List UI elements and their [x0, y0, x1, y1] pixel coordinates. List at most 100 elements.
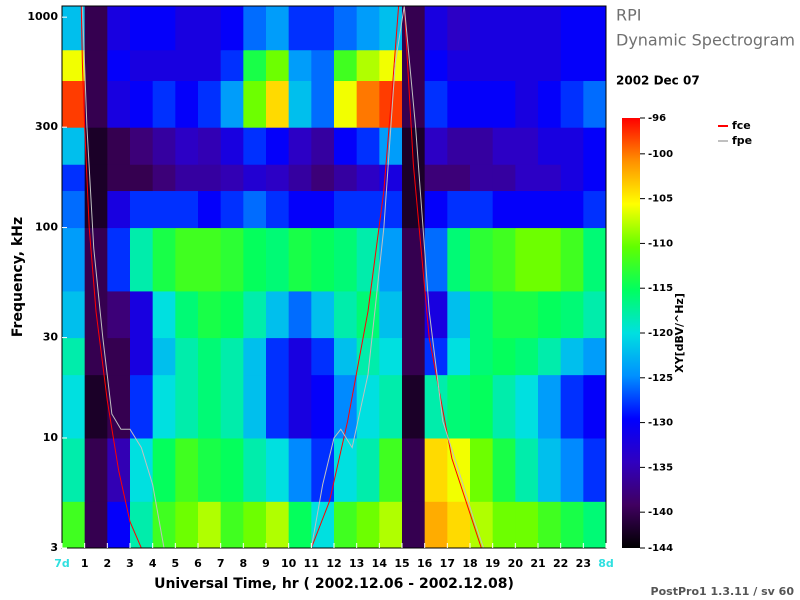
cell: [379, 6, 403, 51]
cell: [152, 501, 176, 548]
x-tick-label: 3: [126, 557, 134, 570]
cell: [266, 49, 290, 82]
cell: [175, 290, 199, 339]
cell: [583, 49, 606, 82]
cell: [538, 190, 562, 229]
x-tick-label: 13: [349, 557, 364, 570]
cell: [198, 227, 222, 292]
cell: [447, 49, 471, 82]
cell: [288, 127, 312, 165]
cell: [492, 337, 516, 376]
y-tick-label: 300: [35, 120, 58, 133]
cell: [220, 337, 244, 376]
cell: [424, 290, 448, 339]
colorbar-tick-label: -140: [648, 507, 673, 518]
cell: [198, 80, 222, 128]
cell: [288, 80, 312, 128]
cell: [334, 337, 358, 376]
cell: [560, 6, 584, 51]
cell: [560, 337, 584, 376]
cell: [107, 127, 131, 165]
cell: [152, 227, 176, 292]
cell: [560, 290, 584, 339]
cell: [334, 190, 358, 229]
cell: [288, 290, 312, 339]
cell: [311, 6, 335, 51]
cell: [492, 437, 516, 502]
cell: [198, 6, 222, 51]
cell: [288, 501, 312, 548]
x-tick-label: 7: [217, 557, 225, 570]
x-tick-label: 9: [262, 557, 270, 570]
cell: [175, 437, 199, 502]
cell: [130, 337, 154, 376]
cell: [175, 164, 199, 192]
cell: [515, 227, 539, 292]
cell: [266, 127, 290, 165]
cell: [583, 127, 606, 165]
cell: [243, 190, 267, 229]
cell: [424, 374, 448, 439]
cell: [538, 501, 562, 548]
cell: [62, 164, 86, 192]
cell: [583, 290, 606, 339]
cell: [583, 501, 606, 548]
cell: [334, 374, 358, 439]
cell: [447, 337, 471, 376]
cell: [470, 437, 494, 502]
x-tick-label: 10: [281, 557, 297, 570]
cell: [130, 374, 154, 439]
cell: [107, 190, 131, 229]
cell: [515, 127, 539, 165]
x-axis-label: Universal Time, hr ( 2002.12.06 - 2002.1…: [154, 576, 514, 592]
cell: [62, 190, 86, 229]
cell: [402, 501, 426, 548]
cell: [152, 337, 176, 376]
cell: [175, 127, 199, 165]
legend-label: fpe: [732, 134, 752, 147]
cell: [538, 337, 562, 376]
cell: [560, 501, 584, 548]
x-tick-label: 11: [304, 557, 319, 570]
cell: [311, 374, 335, 439]
cell: [356, 437, 380, 502]
cell: [220, 127, 244, 165]
cell: [583, 190, 606, 229]
cell: [402, 227, 426, 292]
cell: [560, 127, 584, 165]
cell: [266, 437, 290, 502]
cell: [334, 437, 358, 502]
cell: [447, 190, 471, 229]
cell: [175, 49, 199, 82]
cell: [220, 290, 244, 339]
colorbar-tick-label: -130: [648, 418, 673, 429]
cell: [107, 80, 131, 128]
cell: [356, 80, 380, 128]
series-line: [81, 6, 485, 548]
cell: [356, 227, 380, 292]
cell: [198, 437, 222, 502]
cell: [198, 374, 222, 439]
cell: [220, 501, 244, 548]
cell: [560, 227, 584, 292]
cell: [107, 227, 131, 292]
cell: [560, 374, 584, 439]
cell: [266, 374, 290, 439]
cell: [334, 290, 358, 339]
cell: [198, 164, 222, 192]
cell: [560, 190, 584, 229]
legend-label: fce: [732, 119, 751, 132]
cell: [538, 80, 562, 128]
lines: [80, 6, 485, 548]
cell: [379, 501, 403, 548]
cell: [515, 49, 539, 82]
cell: [379, 337, 403, 376]
cell: [402, 127, 426, 165]
cell: [492, 164, 516, 192]
cell: [447, 227, 471, 292]
cell: [152, 49, 176, 82]
cell: [107, 290, 131, 339]
cell: [515, 190, 539, 229]
cell: [470, 49, 494, 82]
cell: [560, 164, 584, 192]
